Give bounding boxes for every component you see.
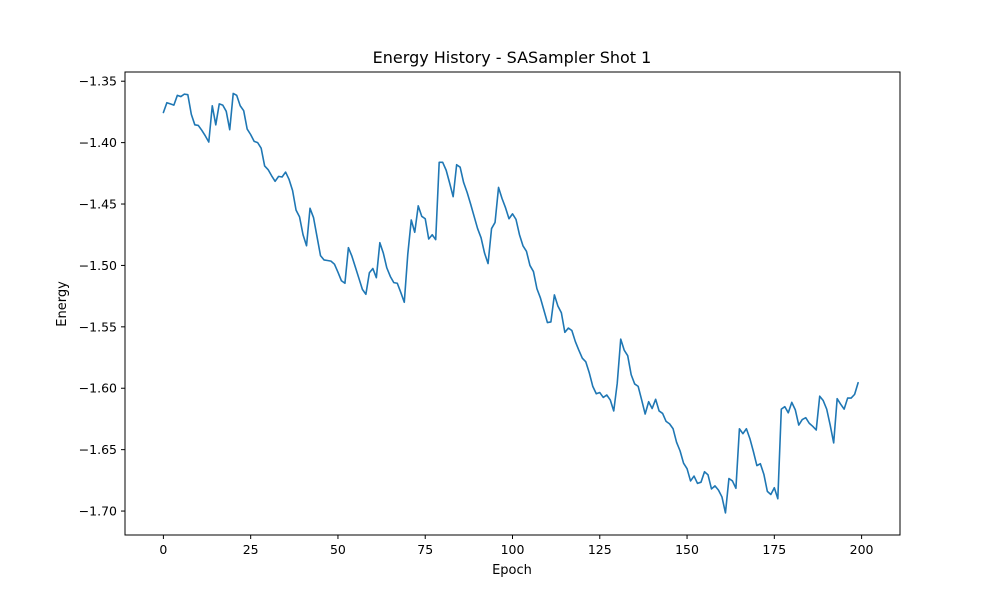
y-tick-label: −1.40 [79,135,117,150]
y-tick-label: −1.45 [79,197,117,212]
x-tick-label: 175 [762,542,786,557]
x-axis-label: Epoch [492,563,532,578]
y-tick-label: −1.60 [79,381,117,396]
x-tick-label: 25 [243,542,259,557]
x-tick-label: 0 [159,542,167,557]
y-axis-ticks: −1.70 −1.65 −1.60 −1.55 −1.50 −1.45 −1.40 −1.35 [79,74,125,519]
chart-title: Energy History - SASampler Shot 1 [373,48,652,67]
x-tick-label: 100 [501,542,525,557]
y-tick-label: −1.35 [79,74,117,89]
y-axis-label: Energy [55,281,70,327]
y-tick-label: −1.70 [79,504,117,519]
x-tick-label: 125 [588,542,612,557]
y-tick-label: −1.50 [79,258,117,273]
y-tick-label: −1.65 [79,442,117,457]
y-tick-label: −1.55 [79,319,117,334]
x-axis-ticks: 0 25 50 75 100 125 150 175 200 [159,535,874,557]
x-tick-label: 150 [675,542,699,557]
series-line-energy [162,92,859,514]
x-tick-label: 75 [417,542,433,557]
x-tick-label: 50 [330,542,346,557]
x-tick-label: 200 [850,542,874,557]
